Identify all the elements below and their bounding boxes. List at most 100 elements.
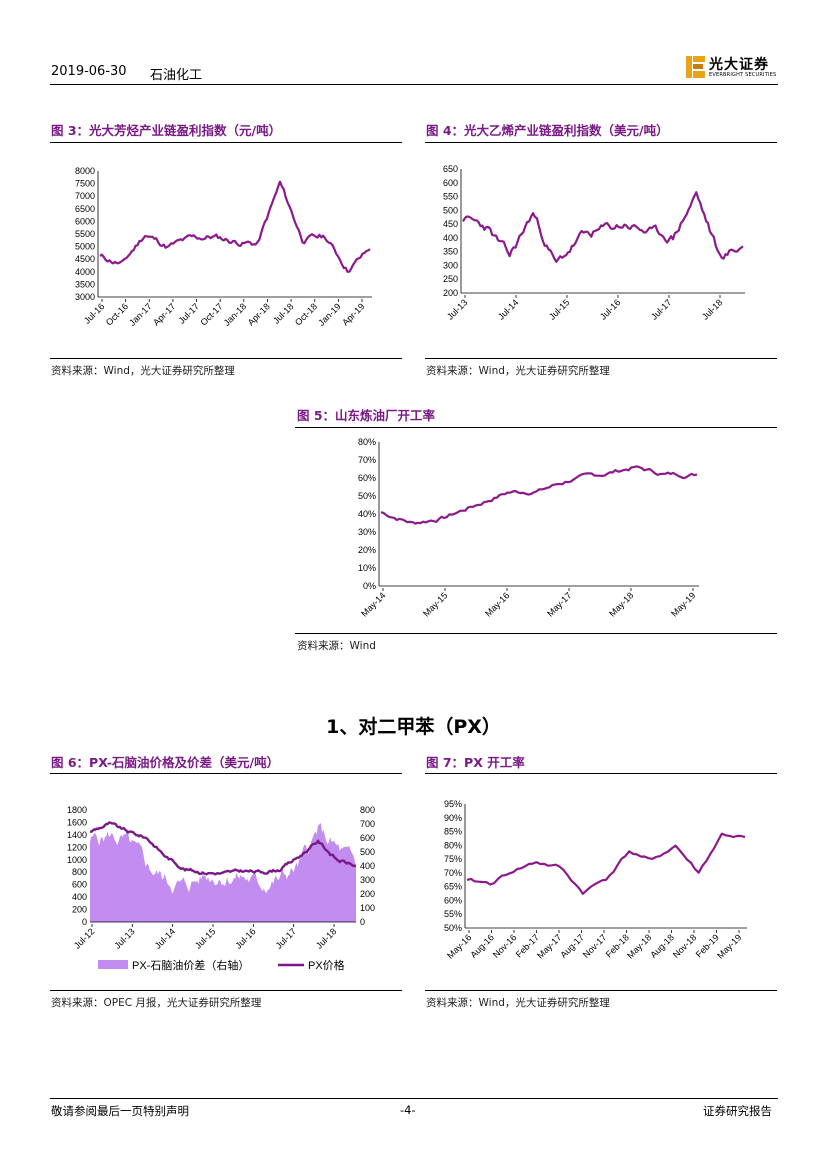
fig7-series-line bbox=[466, 832, 746, 895]
fig4-y-tick-5: 400 bbox=[443, 233, 458, 243]
fig3-xtick-6: Jan-18 bbox=[222, 301, 249, 328]
fig6-yr-tick-4: 400 bbox=[360, 861, 375, 871]
fig4-y-tick-7: 300 bbox=[443, 260, 458, 270]
fig6-yr-tick-5: 300 bbox=[360, 875, 375, 885]
fig6-yl-tick-2: 1400 bbox=[67, 830, 87, 840]
fig6-xtick-3: Jul-15 bbox=[193, 926, 217, 950]
fig5-xtick-2: May-16 bbox=[483, 590, 511, 618]
fig3-xtick-8: Jul-18 bbox=[271, 301, 295, 325]
fig5-y-tick-6: 20% bbox=[358, 545, 376, 555]
fig7-y-tick-6: 65% bbox=[444, 882, 462, 892]
figure-5-source: 资料来源：Wind bbox=[297, 640, 376, 652]
fig6-legend-area-swatch bbox=[98, 960, 128, 969]
fig3-y-tick-9: 3500 bbox=[75, 279, 95, 289]
fig7-y-tick-3: 80% bbox=[444, 840, 462, 850]
fig3-series-line bbox=[99, 180, 371, 273]
fig3-y-tick-3: 6500 bbox=[75, 204, 95, 214]
fig4-y-tick-3: 500 bbox=[443, 205, 458, 215]
fig3-xtick-5: Oct-17 bbox=[198, 301, 224, 327]
fig6-px-price-line bbox=[89, 821, 357, 876]
fig6-xtick-4: Jul-16 bbox=[233, 926, 257, 950]
fig3-y-tick-5: 5500 bbox=[75, 229, 95, 239]
fig4-xtick-5: Jul-18 bbox=[700, 297, 724, 321]
fig3-xtick-7: Apr-18 bbox=[246, 301, 272, 327]
figure-5-bottom-rule bbox=[295, 633, 777, 634]
fig5-y-tick-4: 40% bbox=[358, 509, 376, 519]
fig7-y-tick-8: 55% bbox=[444, 909, 462, 919]
fig3-xtick-4: Jul-17 bbox=[177, 301, 201, 325]
fig3-y-tick-0: 8000 bbox=[75, 166, 95, 176]
fig7-xtick-8: May-18 bbox=[625, 932, 653, 960]
fig5-xtick-3: May-17 bbox=[545, 590, 573, 618]
fig6-xtick-2: Jul-14 bbox=[153, 926, 177, 950]
fig5-xtick-1: May-15 bbox=[421, 590, 449, 618]
fig3-xtick-10: Jan-19 bbox=[316, 301, 343, 328]
fig5-y-tick-8: 0% bbox=[363, 581, 376, 591]
figure-6-bottom-rule bbox=[50, 990, 402, 991]
fig5-xtick-4: May-18 bbox=[607, 590, 635, 618]
fig6-yr-tick-7: 100 bbox=[360, 903, 375, 913]
page-number: -4- bbox=[400, 1103, 416, 1117]
fig6-yl-tick-8: 200 bbox=[72, 905, 87, 915]
fig6-xtick-5: Jul-17 bbox=[274, 926, 298, 950]
fig6-legend-area-label: PX-石脑油价差（右轴） bbox=[132, 958, 249, 972]
figure-4-title: 图 4：光大乙烯产业链盈利指数（美元/吨） bbox=[426, 123, 669, 138]
fig6-yr-tick-1: 700 bbox=[360, 819, 375, 829]
logo-text: 光大证券 bbox=[709, 57, 769, 73]
figure-5-title: 图 5：山东炼油厂开工率 bbox=[297, 408, 436, 423]
fig7-xtick-0: May-16 bbox=[445, 932, 473, 960]
fig3-y-tick-2: 7000 bbox=[75, 191, 95, 201]
fig3-y-tick-6: 5000 bbox=[75, 242, 95, 252]
footer-report-type: 证券研究报告 bbox=[703, 1104, 772, 1118]
fig5-y-tick-1: 70% bbox=[358, 455, 376, 465]
fig7-y-tick-1: 90% bbox=[444, 813, 462, 823]
fig7-y-tick-2: 85% bbox=[444, 827, 462, 837]
fig6-yr-tick-0: 800 bbox=[360, 805, 375, 815]
footer-rule bbox=[50, 1098, 778, 1099]
fig6-yl-tick-4: 1000 bbox=[67, 855, 87, 865]
fig7-y-tick-0: 95% bbox=[444, 799, 462, 809]
fig6-yr-tick-6: 200 bbox=[360, 889, 375, 899]
fig7-xtick-10: Nov-18 bbox=[671, 932, 699, 960]
fig4-y-tick-2: 550 bbox=[443, 192, 458, 202]
fig5-y-tick-0: 80% bbox=[358, 437, 376, 447]
fig3-xtick-0: Jul-16 bbox=[82, 301, 106, 325]
logo-mark-icon bbox=[686, 56, 705, 78]
fig7-y-tick-7: 60% bbox=[444, 895, 462, 905]
fig4-y-tick-8: 250 bbox=[443, 274, 458, 284]
fig3-y-tick-7: 4500 bbox=[75, 254, 95, 264]
figure-3-chart: 8000 7500 7000 6500 6000 5500 5000 4500 4000 3500… bbox=[75, 166, 372, 328]
fig6-yl-tick-7: 400 bbox=[72, 892, 87, 902]
fig6-yl-tick-5: 800 bbox=[72, 867, 87, 877]
footer-disclaimer: 敬请参阅最后一页特别声明 bbox=[51, 1104, 189, 1118]
fig5-y-tick-7: 10% bbox=[358, 563, 376, 573]
fig4-y-tick-1: 600 bbox=[443, 178, 458, 188]
fig6-xtick-6: Jul-18 bbox=[314, 926, 338, 950]
figure-6-title: 图 6：PX-石脑油价格及价差（美元/吨） bbox=[51, 755, 280, 770]
fig3-y-tick-4: 6000 bbox=[75, 216, 95, 226]
figure-6-top-rule bbox=[50, 773, 402, 774]
fig3-y-tick-8: 4000 bbox=[75, 267, 95, 277]
fig4-series-line bbox=[462, 191, 744, 263]
fig3-xtick-3: Apr-17 bbox=[151, 301, 177, 327]
fig6-xtick-1: Jul-13 bbox=[112, 926, 136, 950]
figure-3-top-rule bbox=[50, 142, 402, 143]
figure-3-title: 图 3：光大芳烃产业链盈利指数（元/吨） bbox=[51, 123, 282, 138]
fig6-yr-tick-3: 500 bbox=[360, 847, 375, 857]
figure-7-top-rule bbox=[425, 773, 777, 774]
fig6-yr-tick-2: 600 bbox=[360, 833, 375, 843]
figure-5-chart: 80% 70% 60% 50% 40% 30% 20% 10% 0%May-14 May-15 Ma… bbox=[358, 437, 699, 619]
fig5-xtick-5: May-19 bbox=[669, 590, 697, 618]
fig6-xtick-0: Jul-12 bbox=[72, 926, 96, 950]
header-rule bbox=[50, 84, 778, 85]
fig4-y-tick-4: 450 bbox=[443, 219, 458, 229]
fig6-yr-tick-8: 0 bbox=[360, 917, 365, 927]
fig7-xtick-6: Nov-17 bbox=[581, 932, 609, 960]
fig3-y-tick-10: 3000 bbox=[75, 292, 95, 302]
fig7-xtick-9: Aug-18 bbox=[648, 932, 676, 960]
report-date: 2019-06-30 bbox=[51, 64, 127, 79]
fig4-xtick-0: Jul-13 bbox=[445, 297, 469, 321]
fig7-xtick-1: Aug-16 bbox=[468, 932, 496, 960]
figure-6-source: 资料来源：OPEC 月报，光大证券研究所整理 bbox=[51, 997, 262, 1009]
